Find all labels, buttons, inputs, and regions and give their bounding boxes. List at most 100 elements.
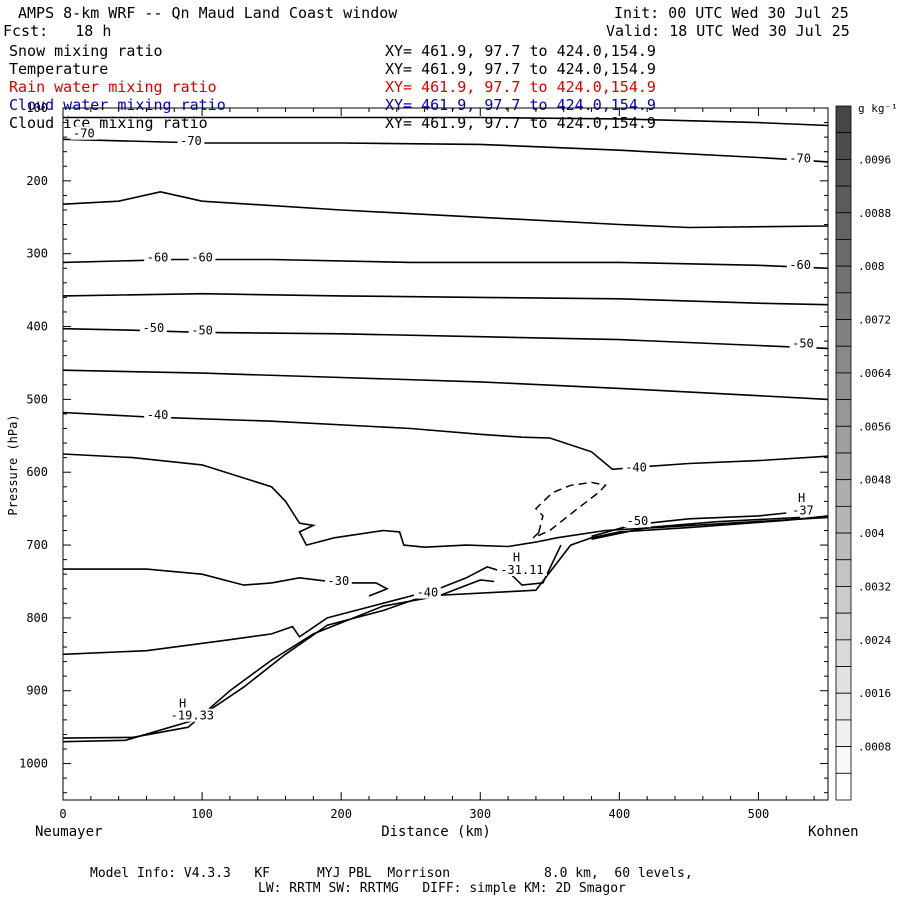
- field-name: Cloud ice mixing ratio: [9, 114, 208, 132]
- y-axis-label: Pressure (hPa): [6, 414, 20, 515]
- colorbar-bin: [835, 719, 852, 748]
- contour-label: -60: [147, 251, 169, 265]
- contour-label: -70: [180, 134, 202, 148]
- colorbar-bin: [835, 105, 852, 134]
- isotherm-line: [62, 544, 562, 656]
- colorbar-bin: [835, 185, 852, 214]
- colorbar: g kg⁻¹ .0096 .0088 .008 .0072 .0064 .0056 .0048…: [835, 102, 898, 801]
- contour-label: -60: [789, 258, 811, 272]
- colorbar-bin: [835, 479, 852, 507]
- contour-label-bg: [188, 323, 216, 337]
- isotherm-line: [62, 292, 829, 306]
- contour-label-bg: [177, 133, 205, 147]
- contour-label: -50: [191, 323, 213, 337]
- colorbar-tick-label: .0056: [858, 420, 891, 433]
- contour-label: -60: [191, 251, 213, 265]
- contour-label: H: [179, 696, 186, 710]
- plot-frame: 0 100 200 300 400 500 100 200 300 400 500 600 700 800…: [19, 101, 829, 821]
- contour-label-bg: [789, 336, 817, 350]
- x-tick-label: 300: [469, 807, 491, 821]
- contour-label-bg: [188, 250, 216, 264]
- colorbar-bin: [835, 319, 852, 347]
- colorbar-bin: [835, 666, 852, 694]
- x-axis-label: Distance (km): [381, 824, 491, 840]
- contour-label: -70: [73, 127, 95, 141]
- colorbar-bin: [835, 212, 852, 240]
- isotherm-line: [63, 116, 829, 127]
- colorbar-bin: [835, 772, 852, 801]
- y-tick-label: 1000: [19, 757, 48, 771]
- contour-label: -50: [792, 336, 814, 350]
- isotherm-line: [62, 190, 829, 229]
- field-section-coords: XY= 461.9, 97.7 to 424.0,154.9: [385, 78, 656, 96]
- y-tick-label: 100: [26, 101, 48, 115]
- colorbar-bin: [835, 292, 852, 320]
- y-tick-label: 800: [26, 611, 48, 625]
- colorbar-tick-label: .0096: [858, 153, 891, 166]
- x-tick-label: 100: [191, 807, 213, 821]
- contour-label: -40: [147, 408, 169, 422]
- plot-border: [62, 107, 829, 801]
- contour-label-bg: [789, 503, 817, 517]
- contour-layer: [62, 116, 829, 743]
- init-time: Init: 00 UTC Wed 30 Jul 25: [614, 4, 849, 22]
- contour-label: -30: [328, 574, 350, 588]
- colorbar-bin: [835, 639, 852, 667]
- colorbar-bin: [835, 399, 852, 427]
- colorbar-bin: [835, 586, 852, 614]
- field-name: Snow mixing ratio: [9, 42, 163, 60]
- colorbar-tick-label: .0072: [858, 314, 891, 327]
- x-tick-label: 0: [59, 807, 66, 821]
- forecast-hour: Fcst: 18 h: [3, 22, 112, 40]
- field-section-coords: XY= 461.9, 97.7 to 424.0,154.9: [385, 42, 656, 60]
- y-tick-label: 700: [26, 538, 48, 552]
- contour-label-bg: [325, 573, 352, 587]
- contour-label: H: [798, 491, 805, 505]
- contour-label: H: [513, 551, 520, 565]
- colorbar-tick-label: .0064: [858, 367, 891, 380]
- colorbar-bin: [835, 425, 852, 454]
- isotherm-line: [62, 327, 829, 350]
- colorbar-bin: [835, 746, 852, 774]
- y-tick-label: 300: [26, 247, 48, 261]
- contour-label-bg: [624, 514, 651, 528]
- colorbar-unit: g kg⁻¹: [858, 102, 898, 115]
- colorbar-tick-label: .0048: [858, 474, 891, 487]
- y-tick-label: 400: [26, 320, 48, 334]
- colorbar-tick-label: .004: [858, 527, 885, 540]
- contour-label-bg: [140, 321, 167, 335]
- colorbar-bin: [835, 692, 852, 721]
- field-section-coords: XY= 461.9, 97.7 to 424.0,154.9: [385, 96, 656, 114]
- contour-label-bg: [795, 490, 808, 504]
- field-name: Cloud water mixing ratio: [9, 96, 226, 114]
- contour-label-bg: [70, 126, 98, 140]
- dashed-contour: [532, 481, 607, 539]
- field-name: Temperature: [9, 60, 109, 78]
- colorbar-bin: [835, 265, 852, 294]
- colorbar-bin: [835, 239, 852, 267]
- isotherm-line: [591, 516, 801, 540]
- contour-label: -50: [143, 321, 165, 335]
- field-name: Rain water mixing ratio: [9, 78, 217, 96]
- isotherm-line: [63, 568, 390, 597]
- contour-label-bg: [176, 696, 189, 710]
- isotherm-line: [591, 512, 787, 538]
- colorbar-bin: [835, 532, 852, 561]
- x-tick-label: 400: [609, 807, 631, 821]
- colorbar-tick-label: .0016: [858, 687, 891, 700]
- field-section-coords: XY= 461.9, 97.7 to 424.0,154.9: [385, 60, 656, 78]
- contour-label: -31.11: [500, 563, 543, 577]
- contour-label: -40: [417, 586, 439, 600]
- isotherm-line: [62, 515, 829, 743]
- y-tick-label: 600: [26, 465, 48, 479]
- contour-label: -70: [789, 151, 811, 165]
- contour-label: -40: [625, 460, 647, 474]
- contour-label-bg: [786, 257, 814, 271]
- y-tick-label: 200: [26, 174, 48, 188]
- colorbar-tick-label: .0024: [858, 634, 891, 647]
- colorbar-tick-label: .008: [858, 260, 885, 273]
- isotherm-line: [62, 579, 495, 739]
- left-endpoint-label: Neumayer: [35, 824, 102, 840]
- contour-label-bg: [167, 708, 218, 722]
